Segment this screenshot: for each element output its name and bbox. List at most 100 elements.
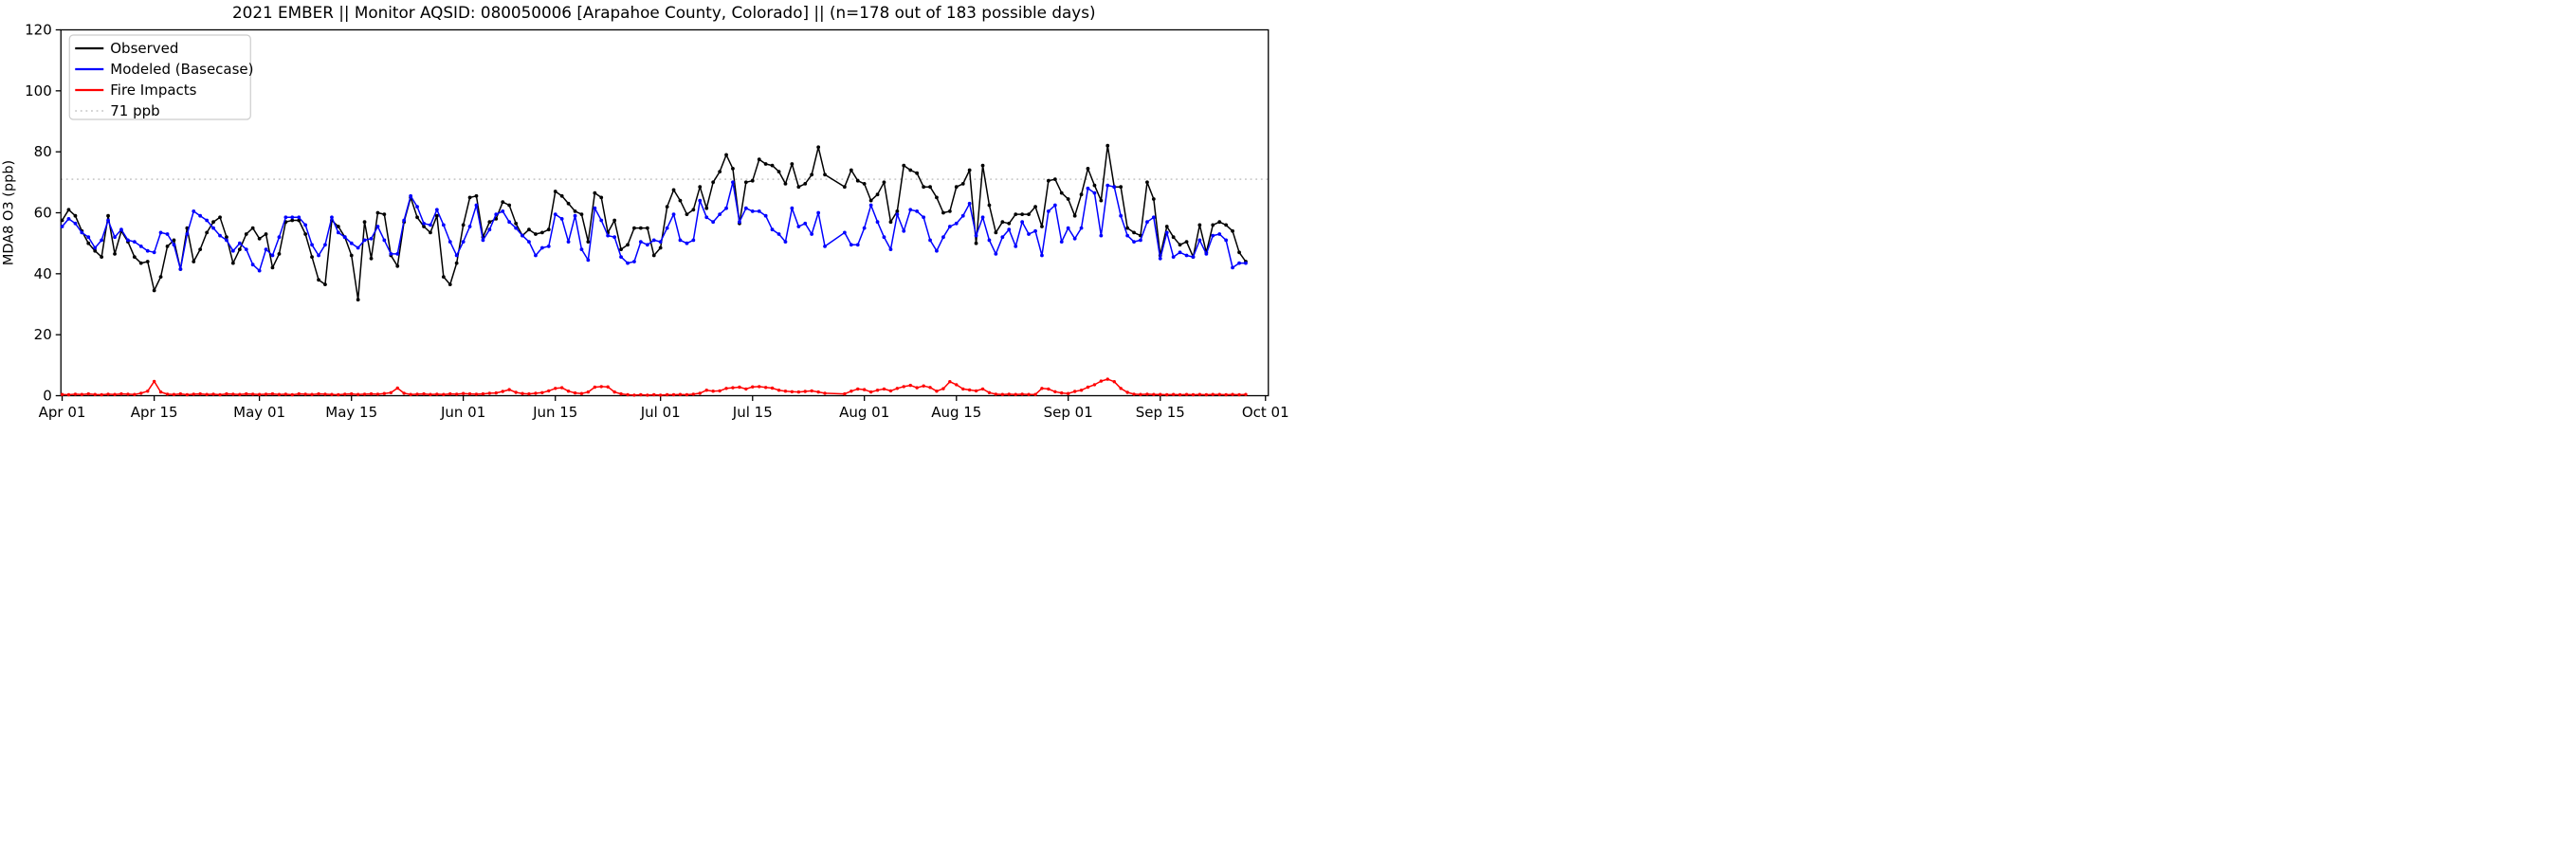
data-point bbox=[362, 220, 367, 225]
data-point bbox=[711, 180, 716, 185]
data-point bbox=[763, 162, 768, 166]
data-point bbox=[540, 390, 544, 394]
data-point bbox=[375, 210, 380, 215]
data-point bbox=[1020, 212, 1025, 217]
data-point bbox=[1007, 221, 1012, 226]
data-point bbox=[763, 213, 768, 218]
data-point bbox=[402, 218, 407, 223]
data-point bbox=[1159, 392, 1162, 396]
legend: Observed Modeled (Basecase) Fire Impacts 71… bbox=[68, 34, 254, 120]
data-point bbox=[711, 390, 715, 393]
data-point bbox=[1197, 392, 1202, 396]
data-point bbox=[297, 215, 301, 220]
data-point bbox=[441, 223, 446, 227]
data-point bbox=[539, 245, 544, 250]
data-point bbox=[86, 235, 91, 240]
data-point bbox=[790, 162, 795, 166]
data-point bbox=[283, 215, 288, 220]
data-point bbox=[1191, 392, 1196, 397]
data-point bbox=[317, 391, 320, 396]
data-point bbox=[757, 157, 761, 162]
data-point bbox=[960, 213, 965, 218]
data-point bbox=[738, 220, 741, 225]
y-tick-label: 0 bbox=[43, 388, 52, 405]
data-point bbox=[264, 392, 268, 396]
data-point bbox=[132, 240, 137, 244]
data-point bbox=[527, 240, 531, 244]
data-point bbox=[442, 392, 446, 396]
data-point bbox=[185, 392, 190, 397]
data-point bbox=[908, 208, 913, 212]
data-point bbox=[93, 392, 97, 396]
data-point bbox=[119, 391, 123, 396]
data-point bbox=[448, 391, 452, 396]
data-point bbox=[638, 226, 643, 230]
data-point bbox=[323, 243, 327, 247]
data-point bbox=[342, 235, 347, 240]
data-point bbox=[448, 282, 452, 286]
data-point bbox=[487, 227, 492, 232]
legend-item-modeled-basecase: Modeled (Basecase) bbox=[75, 61, 254, 78]
data-point bbox=[303, 392, 307, 396]
data-point bbox=[849, 243, 853, 247]
data-point bbox=[994, 252, 998, 256]
data-point bbox=[1151, 215, 1156, 220]
data-point bbox=[218, 215, 222, 220]
data-point bbox=[698, 391, 702, 395]
data-point bbox=[783, 390, 788, 393]
data-point bbox=[632, 260, 636, 263]
data-point bbox=[691, 392, 696, 396]
data-point bbox=[290, 392, 294, 397]
data-point bbox=[731, 167, 735, 171]
data-point bbox=[303, 232, 308, 236]
data-point bbox=[382, 238, 387, 243]
data-point bbox=[1000, 220, 1005, 225]
data-point bbox=[743, 206, 748, 210]
data-point bbox=[816, 145, 821, 150]
data-point bbox=[310, 243, 314, 247]
data-point bbox=[593, 191, 597, 195]
data-point bbox=[501, 390, 504, 393]
data-point bbox=[1158, 256, 1162, 261]
data-point bbox=[895, 209, 900, 213]
data-point bbox=[244, 232, 248, 236]
data-point bbox=[205, 218, 210, 223]
data-point bbox=[211, 392, 215, 396]
data-point bbox=[553, 190, 557, 193]
data-point bbox=[658, 245, 663, 250]
data-point bbox=[375, 225, 380, 228]
data-point bbox=[126, 238, 130, 243]
data-point bbox=[1145, 180, 1149, 185]
data-point bbox=[1237, 261, 1241, 265]
data-point bbox=[842, 230, 847, 235]
data-point bbox=[763, 386, 768, 390]
data-point bbox=[1014, 245, 1018, 248]
data-point bbox=[586, 390, 591, 394]
legend-item-fire-impacts: Fire Impacts bbox=[75, 82, 197, 99]
data-point bbox=[336, 230, 340, 235]
data-point bbox=[178, 391, 183, 396]
data-point bbox=[192, 260, 196, 263]
y-tick-label: 100 bbox=[25, 82, 52, 100]
legend-item-observed: Observed bbox=[75, 40, 178, 57]
data-point bbox=[100, 255, 104, 259]
data-point bbox=[941, 235, 945, 240]
data-point bbox=[902, 385, 905, 389]
data-point bbox=[987, 390, 992, 394]
x-axis: Apr 01 Apr 15 May 01 May 15 Jun 01 Jun 15 Jul … bbox=[39, 395, 1288, 421]
data-point bbox=[356, 392, 360, 396]
data-point bbox=[731, 180, 735, 185]
data-point bbox=[389, 252, 393, 256]
data-point bbox=[73, 213, 78, 218]
data-point bbox=[507, 203, 512, 208]
data-point bbox=[816, 390, 820, 394]
data-point bbox=[554, 387, 557, 390]
data-point bbox=[776, 232, 781, 236]
data-point bbox=[1059, 240, 1064, 244]
data-point bbox=[803, 182, 808, 186]
data-point bbox=[1171, 235, 1176, 240]
data-point bbox=[257, 392, 262, 396]
data-point bbox=[297, 391, 301, 396]
data-point bbox=[547, 389, 551, 393]
data-point bbox=[658, 393, 663, 397]
